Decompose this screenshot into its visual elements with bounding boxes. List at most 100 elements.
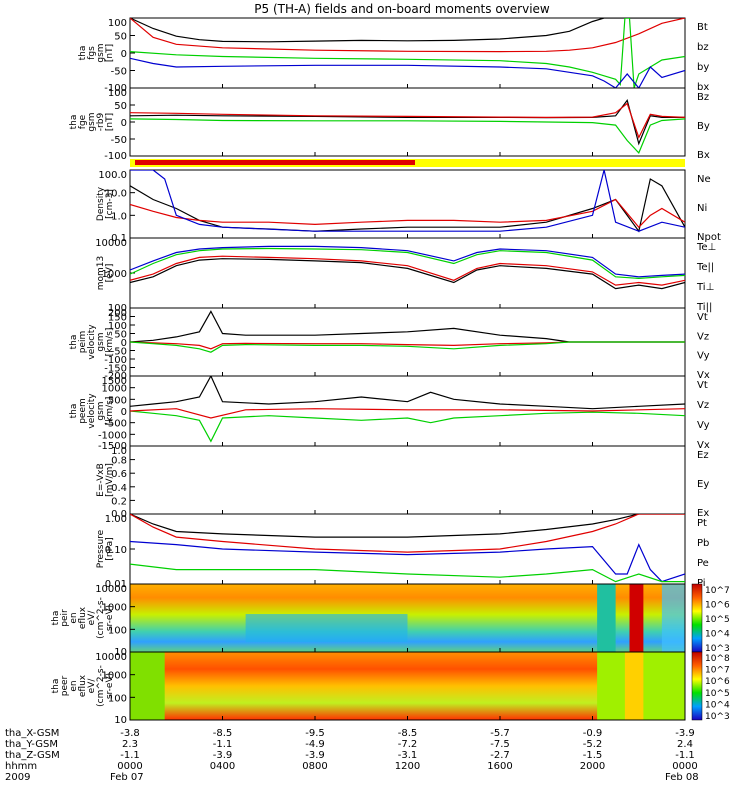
y-tick-label: 200 [108,308,127,319]
legend-Bt: Bt [697,22,708,33]
panel-frame [129,17,686,89]
y-tick-label: 100 [108,303,127,314]
y-axis-label: velocity [87,393,97,429]
panel-frame [129,87,686,157]
y-axis-label: eflux [78,674,88,697]
x-axis-row-label: hhmm [5,761,37,772]
y-tick-label: 10000 [95,238,127,249]
x-axis-value-hhmm: 1200 [395,761,420,772]
series-line-temp-blue [130,245,685,278]
x-axis-value-x: -9.5 [305,728,325,739]
legend-Pt: Pt [697,518,707,529]
y-tick-label: 1000 [102,269,127,280]
y-axis-label: eflux [78,606,88,629]
y-axis-label: E=-VxB [96,463,106,497]
legend-bx: bx [697,82,709,93]
x-axis-value-y: -7.2 [398,739,418,750]
legend-By: By [697,121,710,132]
colorbar-label: 10^7 [705,666,730,676]
y-tick-label: 150 [108,313,127,324]
mode-bar [130,159,685,167]
series-line-dens-blue [130,170,685,232]
y-axis-label: [nT] [105,44,115,62]
legend-Te||: Te|| [696,262,714,273]
y-tick-label: 1000 [102,603,127,614]
mode-bar-red [135,160,415,165]
legend-Ne: Ne [697,174,711,185]
y-axis-label: en [69,612,79,623]
x-axis-value-z: -2.7 [490,750,510,761]
colorbar-peir [691,583,703,653]
x-axis-value-x: -5.7 [490,728,510,739]
x-axis-value-y: 2.4 [677,739,693,750]
y-tick-label: 1500 [102,376,127,387]
x-axis-value-hhmm: 2000 [580,761,605,772]
y-tick-label: -150 [104,364,127,375]
y-tick-label: 10000 [95,584,127,595]
y-tick-label: -100 [104,83,127,94]
legend-Vx: Vx [697,440,710,451]
x-axis-value-z: -3.1 [398,750,418,761]
colorbar-label: 10^5 [705,615,730,625]
series-line-fge-red [130,102,685,140]
series-line-temp-red [130,255,685,286]
y-tick-label: 1000 [102,384,127,395]
y-tick-label: 1.0 [111,446,127,457]
y-tick-label: 0.0 [111,509,127,520]
x-axis-value-z: -3.9 [305,750,325,761]
panel-frame [129,445,686,515]
colorbar-label: 10^5 [705,689,730,699]
colorbar-label: 10^3 [705,644,730,654]
y-tick-label: 0.1 [111,233,127,244]
series-line-dens-black [130,178,685,233]
y-axis-label: tha [69,115,79,130]
series-line-pres-blue [130,540,685,583]
spectrogram-band-a [130,652,165,720]
y-tick-label: -1500 [98,441,127,452]
y-tick-label: 0.01 [105,579,127,590]
y-tick-label: -100 [104,151,127,162]
y-axis-label: [nT] [105,113,115,131]
y-axis-label: fge [78,114,88,129]
y-axis-label: Pressure [96,529,106,568]
y-axis-label: tha [51,679,61,694]
x-axis-value-y: -4.9 [305,739,325,750]
x-axis-value-x: -0.9 [583,728,603,739]
y-axis-label: gsm [96,401,106,420]
y-axis-label: sr-eV) [105,673,115,699]
series-line-fge-green [130,118,685,154]
y-axis-label: (cm^2-s- [96,597,106,639]
spectrogram-peer [130,652,685,720]
y-axis-label: eV/ [87,678,97,694]
y-axis-label: tha [69,335,79,350]
legend-Bz: Bz [697,92,709,103]
legend-Ni: Ni [697,203,707,214]
legend-Ey: Ey [697,479,709,490]
series-line-pres-green [130,563,685,583]
x-axis-value-hhmm: 1600 [487,761,512,772]
y-axis-label: tha [51,611,61,626]
series-line-dens-red [130,198,685,229]
x-axis-value-x: -8.5 [213,728,233,739]
x-axis-table: tha_X-GSMtha_Y-GSMtha_Z-GSMhhmm2009-3.82… [5,728,699,783]
y-axis-label: peim [78,331,88,354]
y-tick-label: 0 [121,407,127,418]
y-tick-label: -1000 [98,430,127,441]
y-axis-label: -rb9 [96,113,106,132]
legend-Vt: Vt [697,380,708,391]
legend-Pb: Pb [697,538,709,549]
panel-peir: 10^7 10^6 10^5 10^4 10^3 10000 1000 100 10 tha pei… [51,583,730,658]
y-tick-label: -50 [111,347,127,358]
colorbar-label: 10^7 [705,586,730,596]
legend-Vz: Vz [697,331,709,342]
x-axis-value-x: -3.9 [675,728,695,739]
legend-Ez: Ez [697,450,709,461]
y-axis-label: [nPa] [105,537,115,560]
y-tick-label: 1000 [102,671,127,682]
panel-dens: 100.0 10.0 1.0 0.1 Density [cm-3] Ne Ni Npot [96,169,721,244]
x-axis-date: Feb 08 [665,772,699,783]
y-tick-label: 0.4 [111,483,127,494]
